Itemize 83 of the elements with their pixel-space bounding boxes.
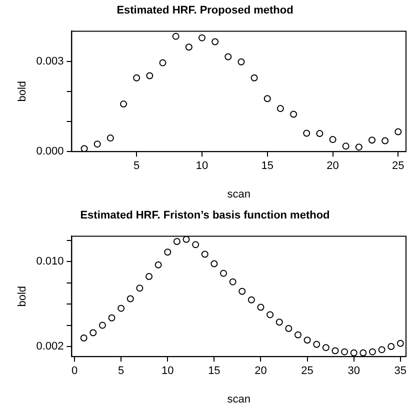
chart-title: Estimated HRF. Proposed method [116, 4, 294, 17]
x-axis-title: scan [227, 188, 250, 200]
point [276, 318, 283, 326]
point [146, 72, 154, 80]
x-tick-label: 25 [301, 365, 314, 378]
point [210, 260, 218, 268]
point [276, 105, 284, 112]
point [133, 74, 140, 82]
x-tick-label: 25 [392, 160, 404, 172]
x-tick-label: 10 [196, 160, 208, 172]
x-tick-label: 15 [208, 365, 220, 378]
point [257, 304, 264, 311]
point [154, 261, 162, 268]
x-tick-label: 20 [326, 160, 339, 172]
point [248, 296, 255, 304]
point [394, 128, 402, 136]
y-tick-label: 0.010 [36, 256, 64, 268]
point [198, 34, 206, 42]
point [90, 329, 97, 336]
point [238, 288, 246, 295]
y-axis-title: bold [16, 286, 29, 307]
x-tick-label: 30 [348, 365, 360, 378]
point [396, 340, 404, 347]
y-tick-label: 0.003 [36, 55, 64, 68]
point [285, 324, 292, 332]
point [238, 58, 245, 66]
point [94, 140, 101, 148]
point [106, 134, 114, 142]
point [126, 295, 134, 302]
point [146, 273, 153, 280]
point [229, 278, 236, 286]
point [350, 349, 358, 356]
point [118, 304, 125, 312]
point [303, 130, 310, 137]
point [304, 336, 311, 344]
point [342, 142, 350, 150]
point [224, 53, 232, 60]
x-axis-title: scan [227, 393, 250, 406]
point [360, 349, 367, 356]
point [322, 344, 330, 352]
x-tick-label: 35 [394, 365, 407, 378]
point [80, 334, 88, 342]
point [378, 346, 386, 354]
x-tick-label: 0 [71, 365, 78, 378]
x-tick-label: 5 [134, 160, 140, 172]
point [98, 322, 106, 329]
point [250, 74, 258, 82]
point [355, 144, 362, 151]
point [108, 314, 116, 322]
point [201, 250, 208, 258]
point [182, 236, 190, 243]
point [382, 137, 389, 144]
point [329, 136, 336, 144]
y-axis-title: bold [16, 81, 29, 102]
point [120, 100, 128, 108]
point [80, 145, 88, 152]
x-tick-label: 5 [118, 365, 124, 378]
x-tick-label: 15 [261, 160, 274, 172]
x-tick-label: 10 [162, 365, 174, 378]
point [172, 32, 180, 40]
point [173, 238, 180, 246]
point [192, 241, 200, 248]
point [290, 110, 298, 118]
point [264, 95, 271, 102]
point [368, 348, 376, 356]
point [185, 44, 192, 51]
point [266, 311, 274, 318]
point [388, 343, 395, 350]
chart-title: Estimated HRF. Friston’s basis function method [80, 210, 330, 222]
point [294, 331, 302, 338]
point [313, 340, 320, 348]
point [341, 348, 348, 356]
point [164, 248, 172, 256]
point [159, 59, 166, 66]
y-tick-label: 0.002 [36, 340, 64, 353]
point [220, 270, 227, 277]
y-tick-label: 0.000 [36, 146, 64, 158]
point [316, 130, 324, 138]
point [368, 136, 376, 144]
point [212, 38, 219, 46]
point [332, 347, 339, 354]
x-tick-label: 20 [254, 365, 267, 378]
point [136, 284, 144, 292]
